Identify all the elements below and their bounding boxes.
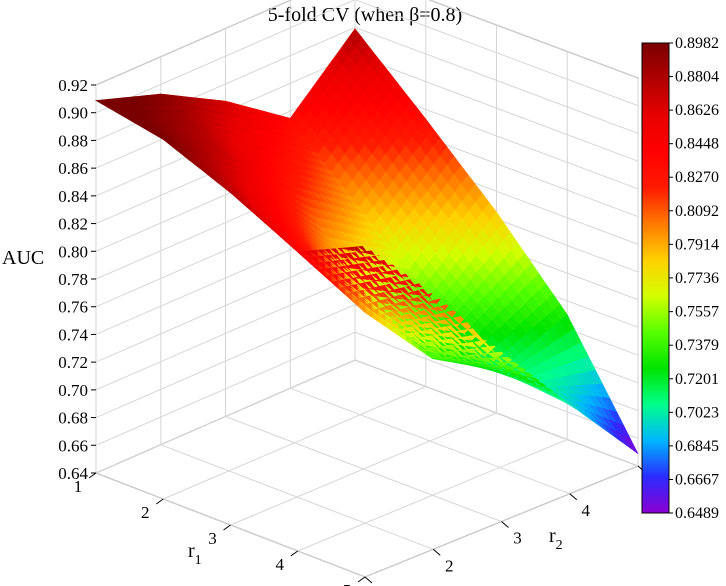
- y-tick-mark-1: [432, 548, 441, 556]
- colorbar-gradient: [641, 42, 670, 514]
- x-tick-mark-2: [223, 524, 231, 531]
- colorbar-tick-label-8: 0.7914: [675, 236, 719, 253]
- y-tick-mark-3: [569, 493, 578, 501]
- colorbar-tick-label-14: 0.8982: [675, 35, 719, 52]
- x-axis-label-sub: 1: [195, 553, 202, 568]
- surface-plot: [95, 28, 639, 454]
- z-tick-label-8: 0.80: [58, 242, 88, 261]
- z-tick-label-14: 0.92: [58, 76, 88, 95]
- z-tick-label-2: 0.68: [58, 409, 88, 428]
- colorbar-tick-label-5: 0.7379: [675, 337, 719, 354]
- y-tick-mark-2: [501, 521, 509, 528]
- z-tick-label-4: 0.72: [58, 353, 88, 372]
- colorbar-tick-label-0: 0.6489: [675, 505, 719, 522]
- x-tick-label-4: 5: [343, 581, 352, 586]
- y-tick-label-2: 3: [513, 529, 522, 548]
- colorbar-tick-label-12: 0.8626: [675, 102, 719, 119]
- colorbar-tick-label-10: 0.8270: [675, 169, 719, 186]
- z-tick-label-7: 0.78: [58, 270, 88, 289]
- colorbar-tick-label-6: 0.7557: [675, 304, 719, 321]
- y-axis-label-sub: 2: [556, 538, 563, 553]
- y-gridline-1: [160, 56, 434, 550]
- axis-ticks: 0.64 0.66 0.68 0.70 0.72 0.74 0.76 0.78 0.80 0.82…: [58, 76, 658, 586]
- x-tick-label-0: 1: [74, 477, 83, 496]
- z-gridline-13: [95, 0, 639, 114]
- colorbar-tick-label-1: 0.6667: [675, 471, 719, 488]
- z-tick-label-13: 0.90: [58, 104, 88, 123]
- z-tick-label-12: 0.88: [58, 131, 88, 150]
- colorbar-tick-label-13: 0.8804: [675, 69, 719, 86]
- x-tick-mark-0: [88, 472, 97, 479]
- z-tick-label-9: 0.82: [58, 215, 88, 234]
- colorbar-tick-label-9: 0.8092: [675, 203, 719, 220]
- surface-patch: [623, 435, 639, 454]
- y-tick-mark-0: [364, 576, 373, 584]
- x-tick-label-1: 2: [141, 503, 150, 522]
- colorbar-tick-label-7: 0.7736: [675, 270, 719, 287]
- z-tick-label-0: 0.64: [58, 464, 88, 483]
- z-tick-label-10: 0.84: [58, 187, 88, 206]
- x-axis-label-main: r: [188, 540, 195, 562]
- colorbar-tick-label-2: 0.6845: [675, 438, 719, 455]
- z-tick-label-11: 0.86: [58, 159, 88, 178]
- z-tick-label-6: 0.76: [58, 298, 88, 317]
- z-tick-label-5: 0.74: [58, 325, 88, 344]
- y-axis-label-main: r: [549, 525, 556, 547]
- x-tick-mark-3: [290, 550, 299, 557]
- y-tick-label-3: 4: [582, 501, 591, 520]
- colorbar-tick-label-3: 0.7023: [675, 404, 719, 421]
- colorbar-tick-label-11: 0.8448: [675, 136, 719, 153]
- z-tick-label-3: 0.70: [58, 381, 88, 400]
- chart-title: 5-fold CV (when β=0.8): [268, 4, 462, 26]
- x-tick-mark-1: [155, 498, 164, 505]
- x-tick-label-3: 4: [276, 555, 285, 574]
- y-axis-label: r2: [549, 525, 563, 553]
- x-tick-label-2: 3: [208, 529, 217, 548]
- y-tick-label-0: 1: [377, 584, 386, 586]
- z-tick-label-1: 0.66: [58, 436, 88, 455]
- x-axis-label: r1: [188, 540, 202, 568]
- z-axis-label: AUC: [2, 247, 44, 269]
- z-gridline-14: [95, 0, 639, 86]
- x-tick-mark-4: [357, 576, 366, 583]
- colorbar: 0.6489 0.6667 0.6845 0.7023 0.7201 0.7379 0.75…: [641, 35, 719, 522]
- y-tick-label-1: 2: [445, 556, 454, 575]
- colorbar-tick-label-4: 0.7201: [675, 371, 719, 388]
